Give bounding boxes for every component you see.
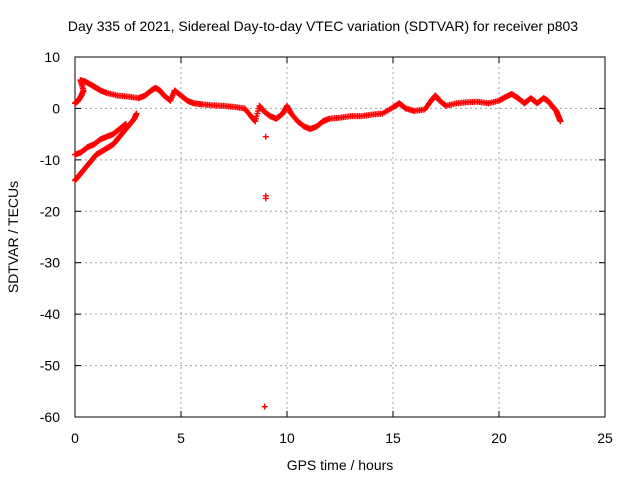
chart-title: Day 335 of 2021, Sidereal Day-to-day VTE… [68, 18, 578, 34]
y-axis-label: SDTVAR / TECUs [5, 181, 21, 293]
x-axis-label: GPS time / hours [287, 457, 394, 473]
data-point [262, 195, 269, 202]
y-tick-label: -10 [40, 152, 60, 168]
y-tick-label: 0 [52, 100, 60, 116]
data-point [121, 121, 128, 128]
data-point [262, 133, 269, 140]
y-tick-label: -60 [40, 409, 60, 425]
series-outliers [261, 133, 269, 410]
series-main-track [72, 77, 564, 132]
y-tick-label: -20 [40, 203, 60, 219]
plot-frame [74, 56, 606, 418]
data-points [72, 77, 564, 410]
grid-lines [75, 57, 605, 417]
series-lower-track [72, 110, 140, 184]
data-point [557, 118, 564, 125]
x-tick-label: 5 [177, 430, 185, 446]
data-point [133, 110, 140, 117]
y-tick-label: -40 [40, 306, 60, 322]
x-tick-label: 20 [491, 430, 507, 446]
x-tick-label: 15 [385, 430, 401, 446]
x-tick-label: 0 [71, 430, 79, 446]
y-tick-label: -50 [40, 358, 60, 374]
y-tick-label: 10 [44, 49, 60, 65]
data-point [261, 403, 268, 410]
axis-ticks: 0 5 10 15 20 25 -60 -50 -40 -30 -20 -10 0 10 [40, 49, 613, 446]
x-tick-label: 25 [597, 430, 613, 446]
data-point [122, 120, 129, 127]
y-tick-label: -30 [40, 255, 60, 271]
x-tick-label: 10 [279, 430, 295, 446]
